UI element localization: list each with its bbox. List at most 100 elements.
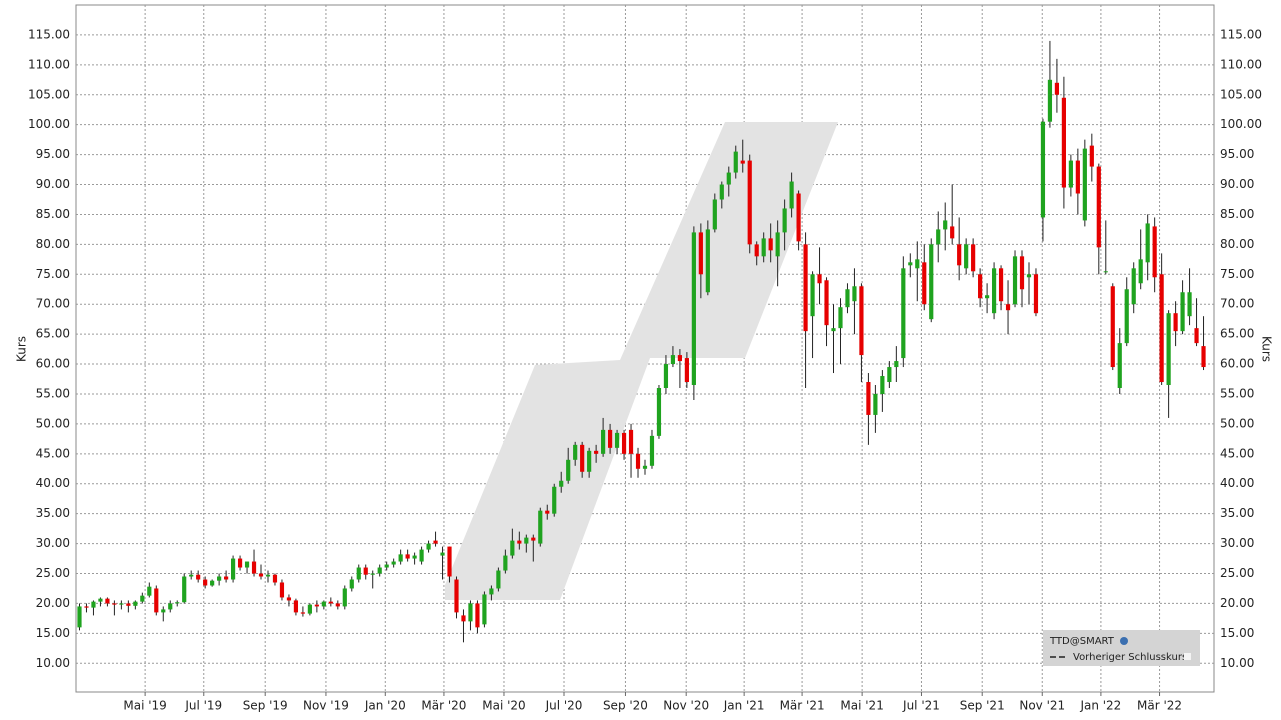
x-tick-label: Sep '20 xyxy=(603,699,648,713)
candle-body xyxy=(328,601,333,604)
candle-body xyxy=(251,561,257,574)
x-tick-label: Jul '20 xyxy=(545,699,583,713)
candle-body xyxy=(754,244,759,257)
y2-tick-label: 60.00 xyxy=(1220,357,1254,371)
candle-body xyxy=(908,262,913,266)
candle-body xyxy=(1145,223,1150,263)
candle-body xyxy=(950,226,955,239)
candle-body xyxy=(342,588,347,607)
candle-body xyxy=(649,435,655,466)
y2-tick-label: 40.00 xyxy=(1220,476,1254,490)
candle-body xyxy=(140,595,145,602)
candle-body xyxy=(642,465,648,469)
y-tick-label: 85.00 xyxy=(36,207,70,221)
candle-body xyxy=(768,238,773,251)
y-tick-label: 30.00 xyxy=(36,536,70,550)
candle-body xyxy=(894,361,899,368)
candle-body xyxy=(356,567,361,580)
candle-body xyxy=(230,558,236,580)
candle-body xyxy=(405,554,410,559)
y-tick-label: 10.00 xyxy=(36,656,70,670)
y2-tick-label: 80.00 xyxy=(1220,237,1254,251)
trend-band xyxy=(445,122,838,600)
y2-tick-label: 55.00 xyxy=(1220,386,1254,400)
x-tick-label: Jan '20 xyxy=(364,699,406,713)
candle-body xyxy=(1166,313,1171,386)
candle-body xyxy=(531,537,536,541)
candle-body xyxy=(265,574,271,577)
candle-body xyxy=(580,444,585,472)
candle-body xyxy=(1019,256,1025,290)
x-tick-label: Mai '19 xyxy=(123,699,166,713)
candle-body xyxy=(363,567,368,575)
y2-tick-label: 15.00 xyxy=(1220,626,1254,640)
y2-tick-label: 75.00 xyxy=(1220,267,1254,281)
candle-body xyxy=(705,229,710,293)
legend-icon xyxy=(1120,637,1128,645)
candle-body xyxy=(740,160,745,164)
candle-body xyxy=(377,567,382,574)
candle-body xyxy=(335,603,340,607)
candle-body xyxy=(175,602,180,604)
candle-body xyxy=(454,579,459,613)
candle-body xyxy=(133,601,138,606)
candle-body xyxy=(1124,289,1129,344)
y2-tick-label: 10.00 xyxy=(1220,656,1254,670)
x-tick-label: Nov '21 xyxy=(1019,699,1065,713)
candle-body xyxy=(726,172,731,185)
y2-tick-label: 90.00 xyxy=(1220,177,1254,191)
candle-body xyxy=(1054,82,1060,95)
candle-body xyxy=(929,244,934,320)
y-tick-label: 70.00 xyxy=(36,297,70,311)
candle-body xyxy=(84,606,89,608)
legend-checkbox[interactable] xyxy=(1184,653,1191,660)
candle-body xyxy=(196,574,201,580)
candle-body xyxy=(1082,148,1087,221)
candle-body xyxy=(803,244,808,332)
candle-body xyxy=(489,588,494,595)
candle-body xyxy=(1047,79,1053,122)
y-tick-label: 80.00 xyxy=(36,237,70,251)
candle-body xyxy=(244,561,250,568)
y-axis-label: Kurs xyxy=(15,336,29,362)
candle-body xyxy=(419,549,424,562)
candle-body xyxy=(77,606,82,628)
x-tick-label: Jul '21 xyxy=(902,699,940,713)
candle-body xyxy=(217,576,222,581)
candle-body xyxy=(286,597,292,601)
candle-body xyxy=(447,546,452,577)
candle-body xyxy=(691,232,696,386)
candle-body xyxy=(391,561,396,565)
candle-body xyxy=(210,580,215,586)
candle-body xyxy=(607,429,613,448)
candle-body xyxy=(126,603,131,606)
candle-body xyxy=(635,453,641,469)
x-tick-label: Mär '20 xyxy=(421,699,466,713)
candle-body xyxy=(258,573,264,577)
y-tick-label: 75.00 xyxy=(36,267,70,281)
candle-body xyxy=(1068,160,1073,188)
candle-body xyxy=(1040,121,1046,218)
y-tick-label: 60.00 xyxy=(36,357,70,371)
candle-body xyxy=(224,576,229,580)
candle-body xyxy=(370,573,375,575)
candle-body xyxy=(991,268,997,314)
x-tick-label: Mär '22 xyxy=(1137,699,1182,713)
y-tick-label: 35.00 xyxy=(36,506,70,520)
candle-body xyxy=(796,193,801,242)
candle-body xyxy=(922,262,927,305)
candle-body xyxy=(1201,346,1206,368)
y2-tick-label: 85.00 xyxy=(1220,207,1254,221)
candle-body xyxy=(1096,166,1101,248)
candle-body xyxy=(279,582,285,598)
candle-body xyxy=(1173,313,1178,332)
candle-body xyxy=(307,604,312,614)
candle-body xyxy=(182,576,187,603)
y2-tick-label: 95.00 xyxy=(1220,147,1254,161)
candle-body xyxy=(1089,145,1094,167)
candle-body xyxy=(440,552,445,556)
legend-box xyxy=(1043,630,1200,666)
candle-body xyxy=(321,601,326,607)
candle-body xyxy=(1110,286,1115,368)
